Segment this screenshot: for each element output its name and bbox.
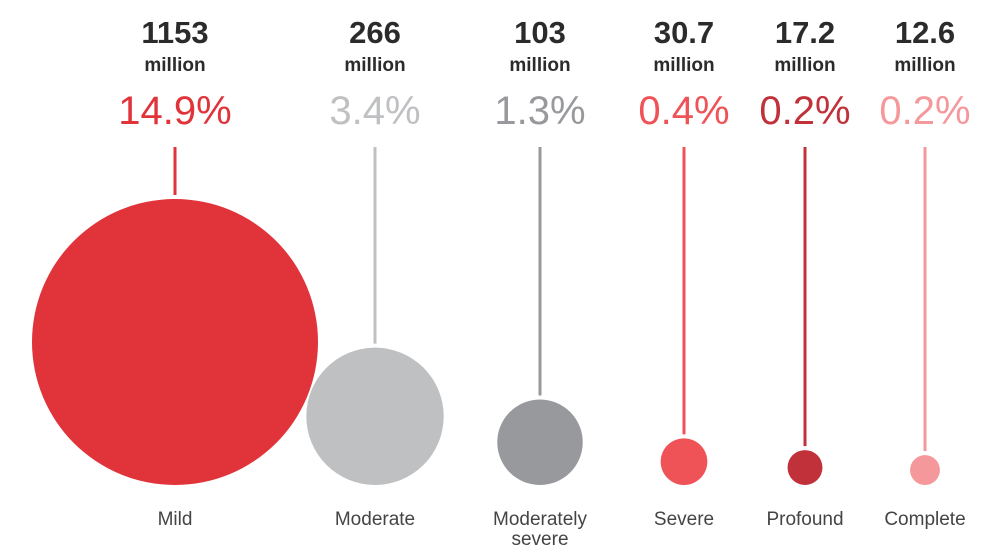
unit-label: million [774, 55, 835, 76]
percentage-label: 3.4% [329, 89, 420, 133]
value-label: 266 [349, 15, 401, 50]
unit-label: million [653, 55, 714, 76]
percentage-label: 0.2% [759, 89, 850, 133]
bubble [497, 399, 583, 485]
percentage-label: 0.2% [879, 89, 970, 133]
value-label: 103 [514, 15, 566, 50]
category-label: Mild [158, 509, 193, 530]
bubble [787, 450, 823, 485]
percentage-label: 0.4% [638, 89, 729, 133]
unit-label: million [509, 55, 570, 76]
category-label: Profound [766, 509, 843, 530]
category-label: Complete [884, 509, 965, 530]
bubble [910, 455, 940, 485]
value-label: 30.7 [654, 15, 714, 50]
unit-label: million [144, 55, 205, 76]
category-label: Moderate [335, 509, 415, 530]
value-label: 1153 [141, 15, 208, 50]
value-label: 12.6 [895, 15, 955, 50]
percentage-label: 1.3% [494, 89, 585, 133]
bubble [660, 438, 708, 485]
category-label: severe [511, 529, 568, 550]
unit-label: million [894, 55, 955, 76]
bubble [32, 199, 318, 485]
bubble [306, 347, 444, 485]
percentage-label: 14.9% [118, 89, 231, 133]
category-label: Severe [654, 509, 714, 530]
value-label: 17.2 [775, 15, 835, 50]
category-label: Moderately [493, 509, 587, 530]
unit-label: million [344, 55, 405, 76]
